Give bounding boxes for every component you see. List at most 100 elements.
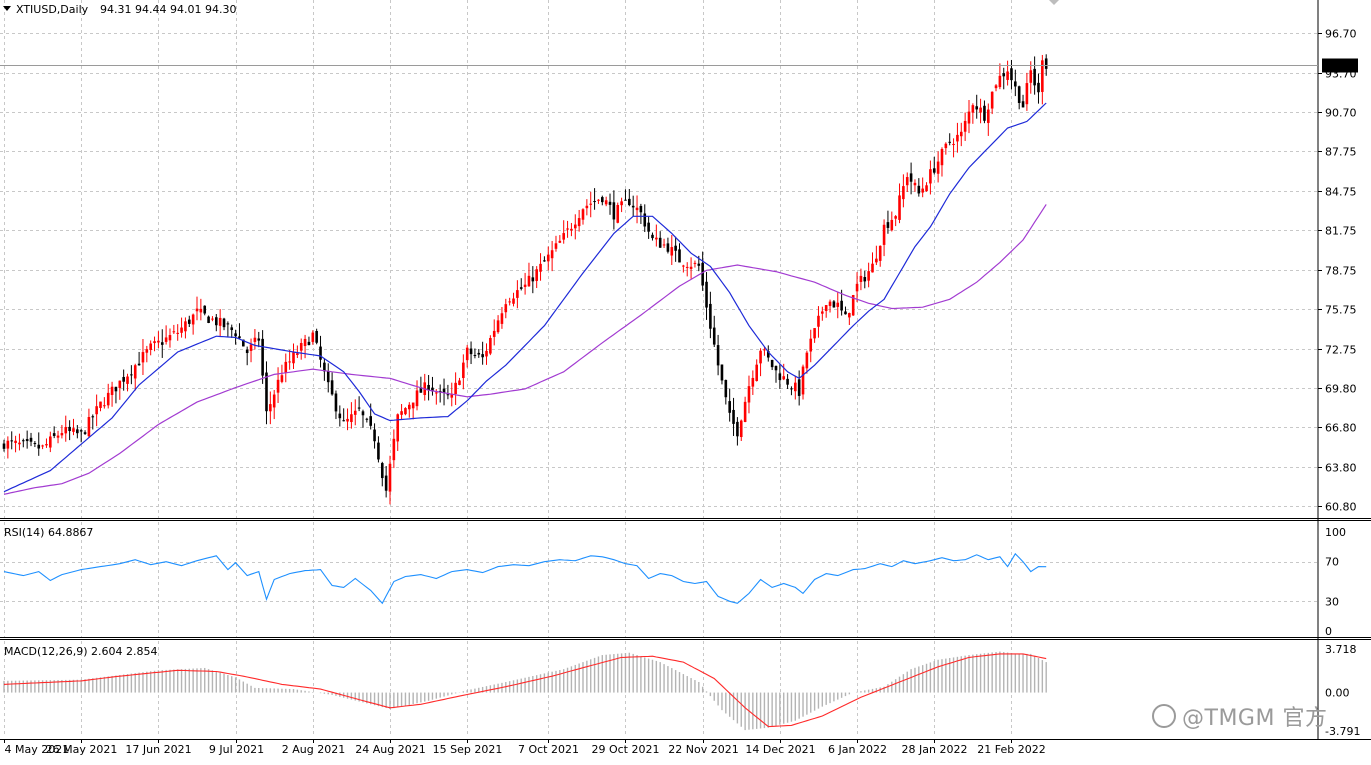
bullish-candle [566, 220, 569, 238]
candle-body [701, 262, 704, 286]
bullish-candle [157, 331, 160, 349]
bullish-candle [489, 335, 492, 356]
bullish-candle [921, 177, 924, 198]
bearish-candle [442, 378, 446, 406]
candle-body [612, 202, 616, 220]
candle-body [975, 106, 979, 110]
bearish-candle [37, 432, 41, 456]
bearish-candle [948, 133, 951, 146]
bullish-candle [685, 262, 689, 277]
bearish-candle [1010, 59, 1013, 90]
macd-title: MACD(12,26,9) 2.604 2.854 [4, 645, 158, 658]
bullish-candle [95, 394, 98, 427]
candle-body [550, 250, 554, 259]
bearish-candle [326, 363, 330, 393]
candle-body [948, 141, 951, 143]
candle-body [215, 317, 218, 326]
bullish-candle [655, 224, 658, 247]
candle-body [655, 237, 658, 240]
bullish-candle [504, 298, 508, 319]
candle-body [720, 364, 724, 381]
candle-body [133, 365, 137, 379]
candle-body [56, 435, 60, 438]
bullish-candle [176, 324, 179, 341]
bearish-candle [187, 315, 191, 328]
bearish-candle [1037, 73, 1040, 104]
candle-body [905, 177, 909, 186]
bullish-candle [682, 264, 685, 273]
candle-body [821, 311, 824, 314]
candle-body [442, 388, 446, 393]
candle-body [516, 290, 519, 298]
candle-body [871, 263, 874, 273]
bullish-candle [693, 260, 697, 268]
price-tick-label: 84.75 [1325, 186, 1357, 199]
candle-body [326, 371, 330, 383]
candle-body [357, 407, 361, 409]
bullish-candle [875, 245, 878, 266]
bullish-candle [585, 199, 589, 216]
candle-body [863, 277, 867, 282]
time-tick-label: 15 Sep 2021 [433, 743, 503, 756]
candle-body [631, 205, 635, 208]
bearish-candle [647, 216, 650, 239]
bullish-candle [616, 202, 620, 224]
candle-body [164, 337, 168, 342]
candle-body [851, 295, 855, 316]
bullish-candle [577, 209, 581, 232]
candle-body [709, 303, 712, 329]
watermark: @TMGM 官方 [1152, 700, 1327, 732]
candle-body [898, 195, 901, 220]
candle-body [6, 440, 10, 449]
bullish-candle [149, 340, 152, 356]
bearish-candle [651, 232, 654, 241]
bullish-candle [527, 262, 531, 287]
macd-histogram [3, 651, 1047, 731]
candle-body [639, 205, 643, 213]
candle-body [400, 411, 403, 415]
candle-body [419, 387, 423, 393]
rsi-tick-label: 100 [1325, 526, 1346, 539]
candle-body [689, 266, 693, 269]
bearish-candle [338, 405, 342, 427]
bullish-candle [311, 330, 315, 345]
bullish-candle [180, 317, 183, 338]
candle-body [959, 131, 963, 137]
candle-body [261, 338, 264, 376]
candle-body [878, 245, 882, 261]
candle-body [902, 186, 905, 200]
bearish-candle [778, 363, 782, 389]
candle-body [1002, 73, 1006, 77]
bullish-candle [828, 299, 832, 313]
time-tick-label: 24 Aug 2021 [355, 743, 425, 756]
candle-body [875, 258, 878, 263]
bullish-candle [546, 246, 550, 271]
candle-body [786, 378, 789, 385]
candle-body [29, 437, 33, 442]
macd-signal-line [3, 653, 1047, 728]
candle-body [68, 426, 71, 432]
candle-body [380, 463, 384, 479]
bullish-candle [535, 266, 538, 289]
candle-body [836, 302, 840, 307]
bearish-candle [122, 369, 125, 391]
bearish-candle [357, 396, 361, 412]
candle-body [546, 254, 550, 262]
candle-body [342, 420, 345, 422]
candle-body [2, 443, 6, 449]
bearish-candle [631, 195, 635, 217]
candle-body [894, 216, 897, 219]
bullish-candle [49, 431, 52, 453]
candle-body [303, 338, 307, 347]
price-tick-label: 81.75 [1325, 225, 1357, 238]
bullish-candle [871, 252, 874, 273]
bullish-candle [516, 280, 519, 309]
candle-body [465, 347, 469, 361]
bearish-candle [10, 431, 14, 450]
bullish-candle [191, 313, 195, 335]
bullish-candle [936, 151, 940, 183]
bullish-candle [670, 235, 674, 266]
bearish-candle [230, 324, 234, 338]
